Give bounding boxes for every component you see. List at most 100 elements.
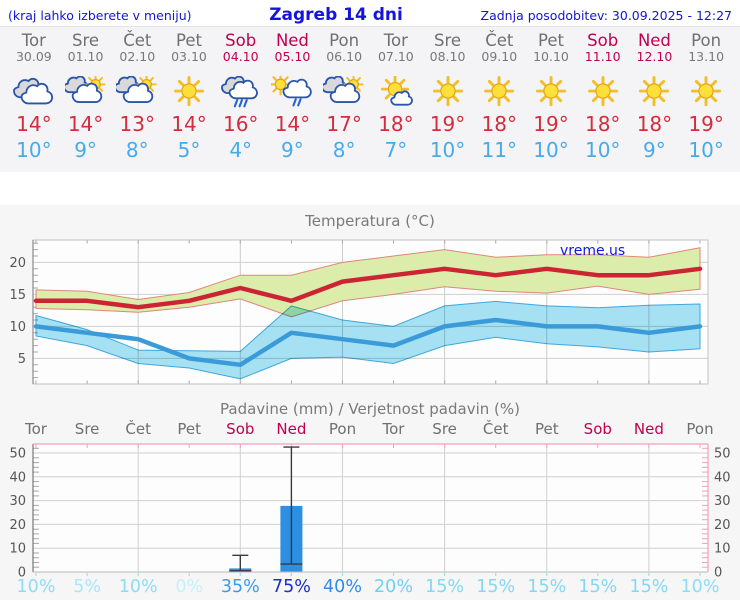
low-temp: 10°	[688, 138, 724, 162]
low-temp: 11°	[481, 138, 517, 162]
low-temp: 7°	[384, 138, 408, 162]
precip-day-label: Pet	[535, 420, 559, 438]
forecast-day: Ned 05.10 14° 9°	[267, 27, 319, 172]
forecast-day: Tor 07.10 18° 7°	[370, 27, 422, 172]
precip-y-tick-right: 10	[714, 542, 731, 557]
precip-probability: 40%	[323, 577, 362, 597]
forecast-day: Pon 06.10 17° 8°	[318, 27, 370, 172]
low-temp-line	[33, 317, 703, 368]
forecast-day: Sob 11.10 18° 10°	[577, 27, 629, 172]
day-date: 04.10	[222, 49, 259, 64]
precip-day-label: Tor	[24, 420, 48, 438]
precip-y-tick-left: 0	[18, 566, 26, 581]
temperature-chart: 5 10 15 20 vreme.us	[0, 232, 740, 390]
precip-day-label: Sob	[226, 420, 254, 438]
weather-icon-box	[267, 76, 319, 108]
precip-day-label: Čet	[125, 420, 151, 438]
precip-probability: 0%	[175, 577, 203, 597]
sunny-icon	[691, 76, 722, 107]
sunny-icon	[535, 76, 567, 107]
low-temp: 9°	[643, 138, 666, 162]
day-name: Pet	[538, 31, 564, 50]
sun-rain-icon	[271, 76, 313, 107]
partly-cloudy-icon	[323, 76, 364, 103]
charts-section: Temperatura (°C) 5 10 15 20 vreme.us Padavin…	[0, 205, 740, 600]
weather-icon-box	[629, 76, 681, 108]
high-temp: 14°	[171, 112, 207, 136]
precip-y-tick-right: 30	[714, 494, 731, 509]
weather-icon-box	[525, 76, 577, 108]
precip-day-label: Pon	[329, 420, 356, 438]
high-temp: 19°	[429, 112, 466, 136]
high-temp: 19°	[533, 112, 569, 136]
precip-probability: 20%	[374, 577, 413, 597]
forecast-day: Čet 09.10 18° 11°	[473, 27, 525, 172]
sunny-icon	[432, 76, 463, 107]
forecast-day: Čet 02.10 13° 8°	[111, 27, 163, 172]
day-name: Čet	[485, 31, 514, 50]
high-temp: 19°	[688, 112, 724, 136]
forecast-day: Pet 03.10 14° 5°	[163, 27, 215, 172]
weather-icon-box	[215, 76, 267, 108]
day-name: Pon	[329, 31, 360, 50]
low-temp: 9°	[281, 138, 304, 162]
day-date: 02.10	[119, 49, 156, 64]
sunny-icon	[587, 76, 618, 107]
precip-y-tick-left: 40	[9, 470, 26, 485]
sunny-icon	[639, 76, 670, 107]
day-name: Ned	[275, 31, 309, 50]
partly-cloudy-icon	[116, 76, 157, 103]
weather-icon-box	[680, 76, 732, 108]
high-temp-line	[33, 266, 703, 310]
low-temp: 10°	[429, 138, 466, 162]
day-name: Tor	[21, 31, 46, 50]
low-temp: 9°	[74, 138, 97, 162]
high-temp: 18°	[378, 112, 414, 136]
precip-y-tick-right: 40	[714, 470, 731, 485]
precip-probability: 15%	[527, 577, 566, 597]
precip-probability: 15%	[578, 577, 617, 597]
low-temp: 10°	[533, 138, 569, 162]
rain-icon	[220, 76, 258, 108]
precip-y-tick-left: 50	[9, 447, 26, 462]
partly-cloudy-icon	[64, 76, 106, 103]
day-name: Ned	[637, 31, 671, 50]
temp-y-tick-label: 10	[9, 320, 26, 335]
precip-day-label: Sob	[584, 420, 612, 438]
forecast-day: Sre 08.10 19° 10°	[422, 27, 474, 172]
precip-day-label: Sre	[75, 420, 100, 438]
temperature-chart-title: Temperatura (°C)	[305, 212, 435, 230]
day-date: 09.10	[481, 49, 518, 64]
precip-day-label: Pon	[686, 420, 713, 438]
day-name: Sob	[225, 31, 257, 50]
precip-y-tick-right: 50	[714, 447, 731, 462]
weather-icon-box	[370, 76, 422, 108]
cloudy-icon	[12, 77, 53, 105]
day-name: Pon	[691, 31, 722, 50]
precip-probability: 10%	[119, 577, 158, 597]
day-name: Sob	[587, 31, 619, 50]
day-date: 30.09	[15, 49, 52, 64]
low-temp: 8°	[125, 138, 149, 162]
weather-icon-box	[8, 76, 60, 108]
sunny-icon	[484, 76, 515, 107]
precip-day-label: Tor	[382, 420, 406, 438]
high-temp: 18°	[481, 112, 517, 136]
low-temp: 10°	[584, 138, 621, 162]
precipitation-chart: Tor Sre Čet Pet Sob Ned Pon Tor Sre Čet Pet Sob Ned P…	[0, 420, 740, 597]
precip-y-tick-left: 30	[9, 494, 26, 509]
precip-y-tick-right: 0	[714, 566, 722, 581]
precip-probability: 5%	[73, 577, 101, 597]
day-date: 05.10	[274, 49, 311, 64]
weather-icon-box	[422, 76, 474, 108]
weather-icon-box	[111, 76, 163, 108]
precip-y-tick-right: 20	[714, 518, 731, 533]
day-date: 07.10	[377, 49, 414, 64]
header: (kraj lahko izberete v meniju) Zagreb 14…	[0, 0, 740, 26]
page-title: Zagreb 14 dni	[269, 5, 403, 25]
day-date: 01.10	[67, 49, 104, 64]
forecast-day: Ned 12.10 18° 9°	[629, 27, 681, 172]
low-temp: 5°	[177, 138, 201, 162]
precip-probability: 10%	[17, 577, 56, 597]
weather-icon-box	[60, 76, 112, 108]
